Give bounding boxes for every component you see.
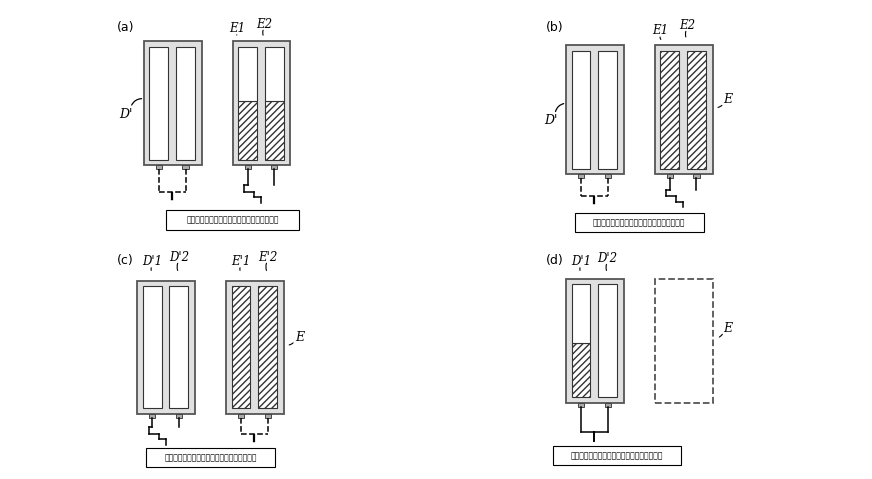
Text: E2: E2 — [256, 18, 272, 31]
Text: E'1: E'1 — [231, 255, 251, 268]
Text: E: E — [724, 93, 732, 106]
Bar — [553, 446, 681, 465]
Bar — [578, 174, 584, 178]
Bar — [578, 403, 584, 407]
Text: E2: E2 — [679, 19, 695, 32]
Bar — [655, 46, 712, 174]
Bar — [232, 286, 250, 409]
Text: (c): (c) — [118, 254, 134, 267]
Bar — [226, 281, 283, 414]
Bar — [258, 286, 277, 409]
Text: 演算装置内で実行されている処理プログラム: 演算装置内で実行されている処理プログラム — [164, 453, 256, 462]
Bar — [265, 46, 283, 101]
Bar — [238, 46, 257, 101]
Bar — [176, 414, 182, 418]
Bar — [566, 278, 623, 403]
Text: D': D' — [119, 108, 133, 121]
Text: D'2: D'2 — [169, 251, 189, 264]
Bar — [149, 46, 168, 160]
Bar — [176, 46, 195, 160]
Bar — [233, 41, 290, 165]
Bar — [271, 165, 277, 169]
Bar — [264, 414, 271, 418]
Text: D': D' — [544, 114, 557, 127]
Bar — [571, 284, 590, 343]
Bar — [143, 286, 161, 409]
Text: (d): (d) — [546, 254, 564, 267]
Text: 演算装置内で実行されている処理プログラム: 演算装置内で実行されている処理プログラム — [187, 215, 279, 224]
Bar — [144, 41, 201, 165]
Text: E'2: E'2 — [258, 251, 277, 264]
Text: D'1: D'1 — [571, 255, 591, 268]
Bar — [265, 101, 283, 160]
Bar — [169, 286, 188, 409]
Bar — [655, 278, 712, 403]
Text: E: E — [295, 331, 303, 343]
Bar — [137, 281, 195, 414]
Text: D'2: D'2 — [597, 252, 617, 265]
Bar — [575, 213, 704, 232]
Bar — [238, 414, 244, 418]
Text: E1: E1 — [229, 22, 246, 35]
Bar — [598, 51, 617, 169]
Bar — [167, 210, 299, 230]
Bar — [149, 414, 155, 418]
Bar — [604, 403, 610, 407]
Bar — [660, 51, 679, 169]
Bar — [687, 51, 705, 169]
Text: D'1: D'1 — [142, 255, 162, 268]
Bar — [693, 174, 699, 178]
Bar — [182, 165, 188, 169]
Bar — [238, 101, 257, 160]
Text: 演算装置内で実行されている処理プログラム: 演算装置内で実行されている処理プログラム — [571, 451, 664, 460]
Bar — [598, 284, 617, 397]
Bar — [244, 165, 251, 169]
Bar — [156, 165, 162, 169]
Text: E1: E1 — [652, 24, 669, 37]
Bar — [146, 448, 275, 467]
Bar — [571, 51, 590, 169]
Text: (b): (b) — [546, 21, 563, 34]
Text: 演算装置内で実行されている処理プログラム: 演算装置内で実行されている処理プログラム — [593, 218, 685, 227]
Bar — [667, 174, 673, 178]
Bar — [571, 343, 590, 397]
Text: E: E — [724, 322, 732, 335]
Text: (a): (a) — [118, 21, 135, 34]
Bar — [566, 46, 623, 174]
Bar — [604, 174, 610, 178]
